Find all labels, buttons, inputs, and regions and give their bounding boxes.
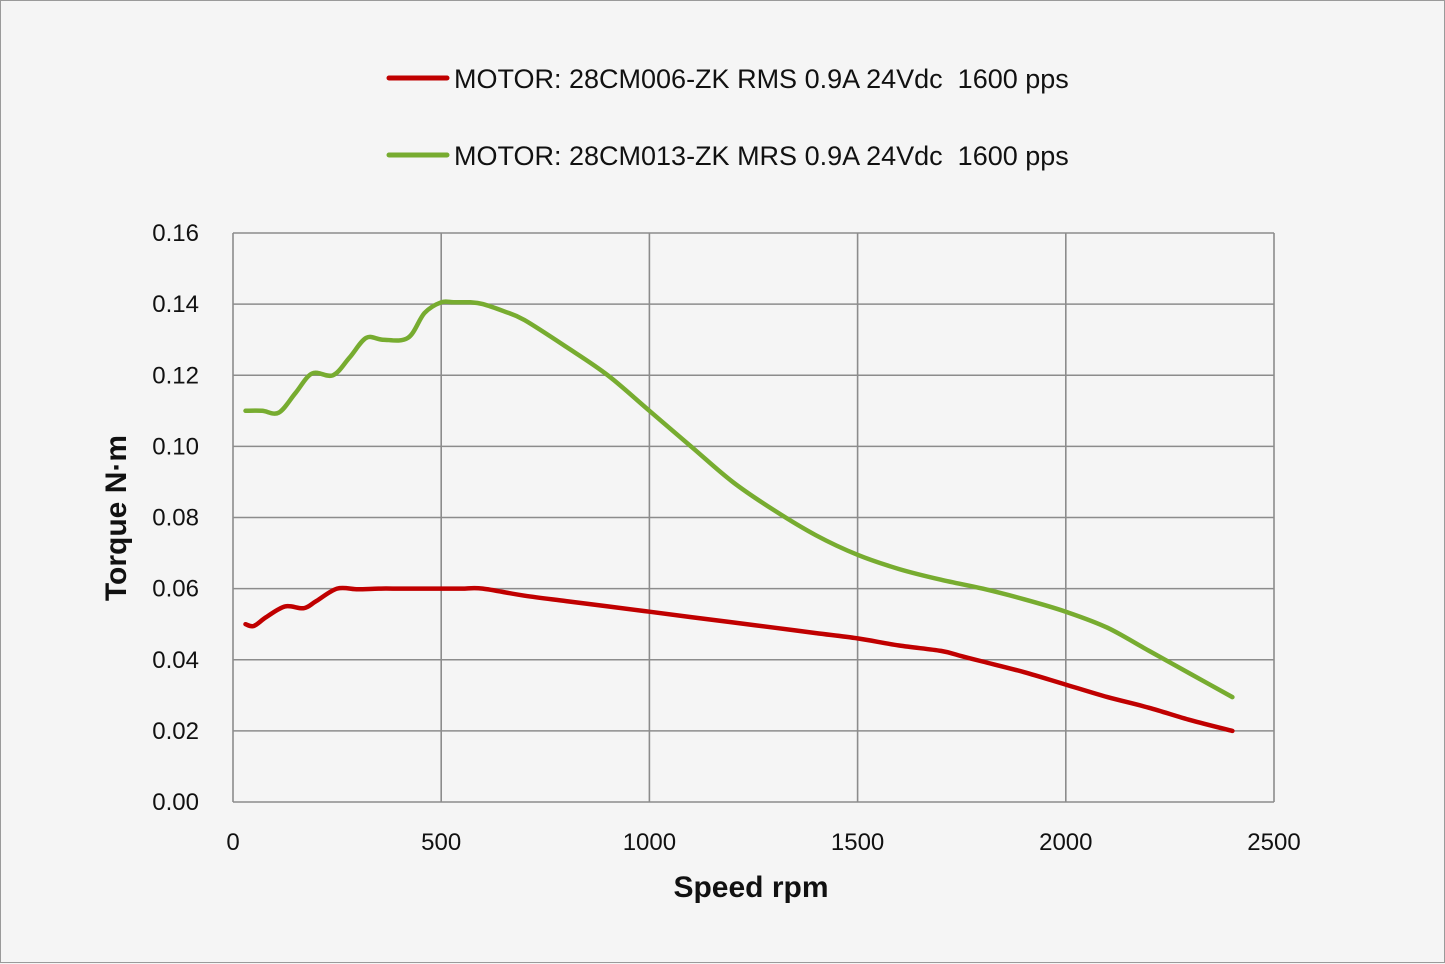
y-axis-title: Torque N·m xyxy=(100,435,133,601)
series-line-28cm006 xyxy=(243,585,1235,734)
x-tick-label: 0 xyxy=(226,829,239,856)
x-axis-title: Speed rpm xyxy=(673,871,828,904)
x-tick-label: 500 xyxy=(421,829,461,856)
y-tick-label: 0.10 xyxy=(152,433,199,460)
y-tick-label: 0.14 xyxy=(152,291,199,318)
legend-label: MOTOR: 28CM006-ZK RMS 0.9A 24Vdc 1600 pp… xyxy=(454,64,1069,94)
x-tick-label: 2500 xyxy=(1247,829,1300,856)
y-tick-label: 0.00 xyxy=(152,789,199,816)
legend: MOTOR: 28CM006-ZK RMS 0.9A 24Vdc 1600 pp… xyxy=(386,64,1069,171)
y-tick-label: 0.12 xyxy=(152,362,199,389)
x-tick-label: 1500 xyxy=(831,829,884,856)
grid-layer xyxy=(232,232,1275,803)
y-tick-label: 0.02 xyxy=(152,718,199,745)
x-tick-label: 1000 xyxy=(623,829,676,856)
legend-label: MOTOR: 28CM013-ZK MRS 0.9A 24Vdc 1600 pp… xyxy=(454,141,1069,171)
y-tick-label: 0.16 xyxy=(152,220,199,247)
series-line-28cm013 xyxy=(243,299,1235,700)
y-tick-label: 0.06 xyxy=(152,576,199,603)
x-tick-label: 2000 xyxy=(1039,829,1092,856)
series-layer xyxy=(243,299,1235,734)
y-tick-label: 0.08 xyxy=(152,505,199,532)
tick-labels: 0.00 0.02 0.04 0.06 0.08 0.10 0.12 0.14 0.16 0 500… xyxy=(152,220,1300,856)
y-tick-label: 0.04 xyxy=(152,647,199,674)
